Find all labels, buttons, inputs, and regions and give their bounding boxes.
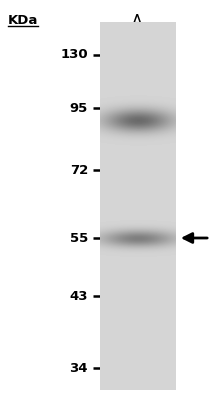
Text: KDa: KDa — [8, 14, 38, 27]
Text: 130: 130 — [60, 48, 88, 62]
Text: 95: 95 — [70, 102, 88, 114]
Text: A: A — [132, 14, 143, 29]
Text: 34: 34 — [70, 362, 88, 374]
Text: 55: 55 — [70, 232, 88, 244]
Text: 43: 43 — [70, 290, 88, 302]
Text: 72: 72 — [70, 164, 88, 176]
